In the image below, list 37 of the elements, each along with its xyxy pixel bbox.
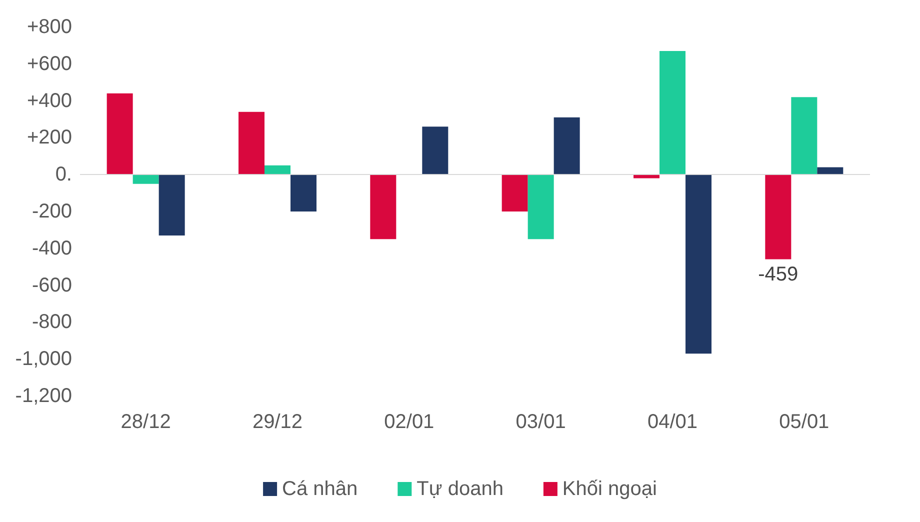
y-tick-label: +200 (26, 126, 72, 149)
x-tick-label: 03/01 (516, 411, 566, 433)
y-tick-label: -1,200 (15, 385, 72, 407)
bar (370, 174, 396, 240)
y-tick-label: +800 (26, 16, 72, 38)
bar (791, 97, 818, 175)
legend-label: Cá nhân (282, 478, 358, 500)
y-tick-label: +400 (26, 90, 72, 112)
x-tick-label: 28/12 (120, 411, 171, 433)
data-label: -459 (758, 263, 798, 286)
bar (528, 174, 554, 240)
legend-label: Khối ngoại (562, 478, 657, 500)
x-tick-label: 02/01 (384, 411, 434, 433)
y-tick-label: 0. (55, 164, 72, 186)
bar (290, 174, 316, 212)
bar (765, 174, 792, 260)
bar (132, 174, 159, 184)
legend-label: Tự doanh (416, 478, 504, 500)
bar (158, 174, 185, 236)
bar (264, 165, 290, 175)
x-tick-label: 29/12 (252, 411, 303, 433)
y-tick-label: -200 (32, 200, 72, 222)
y-tick-label: -400 (32, 237, 72, 260)
bar (660, 50, 686, 175)
bar (554, 117, 580, 175)
bar (502, 174, 528, 212)
x-tick-label: 04/01 (647, 411, 698, 433)
bar (238, 112, 264, 175)
bar (422, 126, 448, 175)
y-tick-label: +600 (26, 52, 72, 75)
x-tick-label: 05/01 (779, 411, 830, 433)
bar (817, 167, 844, 175)
bar (106, 93, 133, 175)
y-tick-label: -1,000 (15, 348, 72, 370)
y-tick-label: -600 (32, 274, 72, 296)
bar (686, 174, 712, 354)
y-tick-label: -800 (32, 311, 72, 334)
